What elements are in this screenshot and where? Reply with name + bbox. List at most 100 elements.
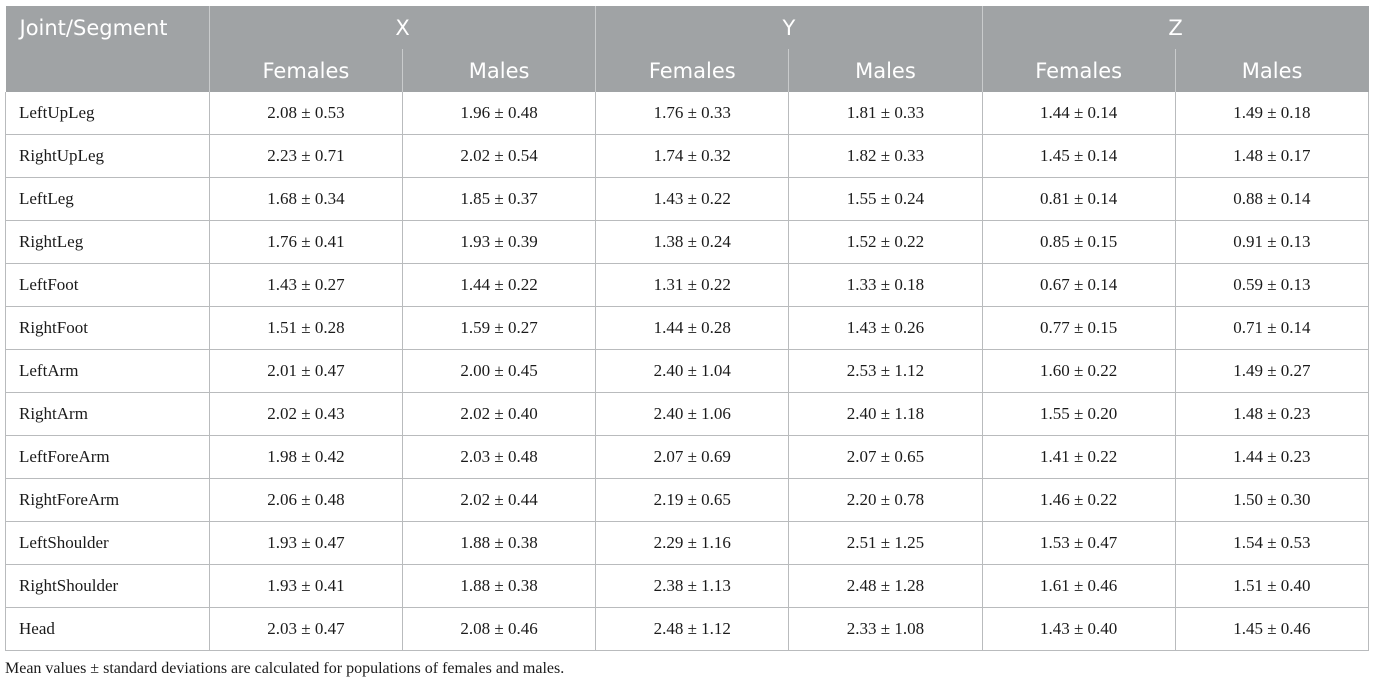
group-header-z: Z xyxy=(982,6,1369,49)
table-cell: 1.50 ± 0.30 xyxy=(1175,478,1370,522)
table-cell: 1.93 ± 0.47 xyxy=(209,521,404,565)
table-cell: 1.44 ± 0.28 xyxy=(595,306,790,350)
table-row: LeftLeg 1.68 ± 0.34 1.85 ± 0.37 1.43 ± 0.22… xyxy=(5,177,1370,221)
table-cell: 1.48 ± 0.17 xyxy=(1175,134,1370,178)
table-cell: 1.44 ± 0.22 xyxy=(402,263,597,307)
table-cell: 1.43 ± 0.22 xyxy=(595,177,790,221)
table-cell: 1.60 ± 0.22 xyxy=(982,349,1176,393)
table-row: RightArm 2.02 ± 0.43 2.02 ± 0.40 2.40 ± 1.0… xyxy=(5,392,1370,436)
table-row: LeftArm 2.01 ± 0.47 2.00 ± 0.45 2.40 ± 1.04… xyxy=(5,349,1370,393)
table-cell: 2.02 ± 0.44 xyxy=(402,478,597,522)
table-cell: 2.08 ± 0.53 xyxy=(209,92,404,135)
table-cell: 1.33 ± 0.18 xyxy=(788,263,983,307)
table-cell: 1.76 ± 0.33 xyxy=(595,92,790,135)
row-label: RightLeg xyxy=(5,220,210,264)
table-cell: 0.71 ± 0.14 xyxy=(1175,306,1370,350)
table-cell: 1.49 ± 0.27 xyxy=(1175,349,1370,393)
subheader-y-females: Females xyxy=(595,49,790,92)
table-footnote: Mean values ± standard deviations are ca… xyxy=(5,660,565,677)
table-row: LeftShoulder 1.93 ± 0.47 1.88 ± 0.38 2.29 ±… xyxy=(5,521,1370,565)
row-label: LeftArm xyxy=(5,349,210,393)
table-cell: 1.82 ± 0.33 xyxy=(788,134,983,178)
table-cell: 2.02 ± 0.54 xyxy=(402,134,597,178)
table-cell: 1.74 ± 0.32 xyxy=(595,134,790,178)
table-cell: 2.08 ± 0.46 xyxy=(402,607,597,651)
row-label: LeftShoulder xyxy=(5,521,210,565)
group-header-y: Y xyxy=(595,6,983,49)
table-cell: 1.49 ± 0.18 xyxy=(1175,92,1370,135)
subheader-z-males: Males xyxy=(1175,49,1369,92)
table-cell: 1.44 ± 0.23 xyxy=(1175,435,1370,479)
table-cell: 2.01 ± 0.47 xyxy=(209,349,404,393)
table-cell: 1.96 ± 0.48 xyxy=(402,92,597,135)
row-label: RightUpLeg xyxy=(5,134,210,178)
table-body: LeftUpLeg 2.08 ± 0.53 1.96 ± 0.48 1.76 ± 0.… xyxy=(5,92,1370,651)
table-cell: 2.03 ± 0.48 xyxy=(402,435,597,479)
table-cell: 1.51 ± 0.28 xyxy=(209,306,404,350)
table-cell: 1.43 ± 0.27 xyxy=(209,263,404,307)
subheader-x-males: Males xyxy=(402,49,597,92)
table-cell: 1.46 ± 0.22 xyxy=(982,478,1176,522)
table-row: LeftFoot 1.43 ± 0.27 1.44 ± 0.22 1.31 ± 0.2… xyxy=(5,263,1370,307)
table-cell: 1.93 ± 0.41 xyxy=(209,564,404,608)
table-cell: 2.03 ± 0.47 xyxy=(209,607,404,651)
table-cell: 0.88 ± 0.14 xyxy=(1175,177,1370,221)
table-cell: 0.67 ± 0.14 xyxy=(982,263,1176,307)
table-cell: 2.20 ± 0.78 xyxy=(788,478,983,522)
table-cell: 1.43 ± 0.26 xyxy=(788,306,983,350)
table-cell: 2.33 ± 1.08 xyxy=(788,607,983,651)
header-row-groups: Joint/Segment X Y Z xyxy=(5,6,1369,92)
row-label: LeftUpLeg xyxy=(5,92,210,135)
table-header: Joint/Segment X Y Z Females Males Female… xyxy=(5,6,1369,92)
table-cell: 2.40 ± 1.18 xyxy=(788,392,983,436)
row-label: RightShoulder xyxy=(5,564,210,608)
table-cell: 1.98 ± 0.42 xyxy=(209,435,404,479)
table-cell: 2.23 ± 0.71 xyxy=(209,134,404,178)
group-header-x: X xyxy=(209,6,597,49)
table-cell: 1.76 ± 0.41 xyxy=(209,220,404,264)
table-cell: 1.55 ± 0.24 xyxy=(788,177,983,221)
table-cell: 1.43 ± 0.40 xyxy=(982,607,1176,651)
corner-header: Joint/Segment xyxy=(5,6,210,92)
table-cell: 1.81 ± 0.33 xyxy=(788,92,983,135)
table-cell: 2.48 ± 1.28 xyxy=(788,564,983,608)
table-cell: 1.54 ± 0.53 xyxy=(1175,521,1370,565)
table-cell: 1.48 ± 0.23 xyxy=(1175,392,1370,436)
table-cell: 1.53 ± 0.47 xyxy=(982,521,1176,565)
table-cell: 2.29 ± 1.16 xyxy=(595,521,790,565)
table-row: LeftForeArm 1.98 ± 0.42 2.03 ± 0.48 2.07 ± … xyxy=(5,435,1370,479)
table-cell: 2.07 ± 0.69 xyxy=(595,435,790,479)
table-cell: 1.45 ± 0.46 xyxy=(1175,607,1370,651)
table-cell: 1.45 ± 0.14 xyxy=(982,134,1176,178)
subheader-y-males: Males xyxy=(788,49,983,92)
table-cell: 1.52 ± 0.22 xyxy=(788,220,983,264)
table-cell: 1.61 ± 0.46 xyxy=(982,564,1176,608)
table-row: LeftUpLeg 2.08 ± 0.53 1.96 ± 0.48 1.76 ± 0.… xyxy=(5,92,1370,135)
table-cell: 1.93 ± 0.39 xyxy=(402,220,597,264)
table-cell: 2.53 ± 1.12 xyxy=(788,349,983,393)
table-cell: 2.38 ± 1.13 xyxy=(595,564,790,608)
table-cell: 1.41 ± 0.22 xyxy=(982,435,1176,479)
table-cell: 1.44 ± 0.14 xyxy=(982,92,1176,135)
subheader-x-females: Females xyxy=(209,49,404,92)
table-cell: 0.81 ± 0.14 xyxy=(982,177,1176,221)
table-cell: 0.85 ± 0.15 xyxy=(982,220,1176,264)
row-label: LeftFoot xyxy=(5,263,210,307)
row-label: Head xyxy=(5,607,210,651)
table-cell: 2.06 ± 0.48 xyxy=(209,478,404,522)
table-row: RightUpLeg 2.23 ± 0.71 2.02 ± 0.54 1.74 ± 0… xyxy=(5,134,1370,178)
table-cell: 2.02 ± 0.40 xyxy=(402,392,597,436)
table-row: RightForeArm 2.06 ± 0.48 2.02 ± 0.44 2.19 ±… xyxy=(5,478,1370,522)
data-table-container: Joint/Segment X Y Z Females Males Female… xyxy=(5,6,1370,651)
table-cell: 1.55 ± 0.20 xyxy=(982,392,1176,436)
table-cell: 1.85 ± 0.37 xyxy=(402,177,597,221)
table-row: Head 2.03 ± 0.47 2.08 ± 0.46 2.48 ± 1.12 2.3… xyxy=(5,607,1370,651)
row-label: RightArm xyxy=(5,392,210,436)
table-cell: 1.59 ± 0.27 xyxy=(402,306,597,350)
table-row: RightFoot 1.51 ± 0.28 1.59 ± 0.27 1.44 ± 0.… xyxy=(5,306,1370,350)
table-cell: 1.31 ± 0.22 xyxy=(595,263,790,307)
table-cell: 2.02 ± 0.43 xyxy=(209,392,404,436)
subheader-z-females: Females xyxy=(982,49,1176,92)
row-label: RightForeArm xyxy=(5,478,210,522)
header-row-subgroups: Females Males Females Males Females Male… xyxy=(6,49,1369,92)
